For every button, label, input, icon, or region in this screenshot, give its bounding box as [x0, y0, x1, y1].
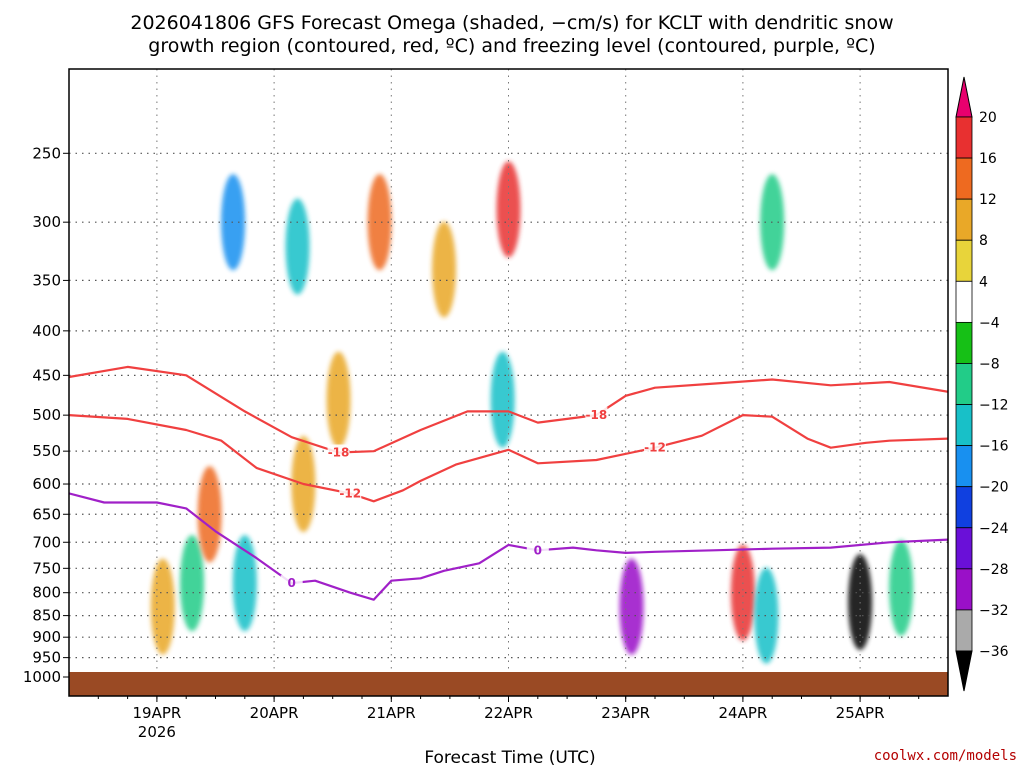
contour-label-bg-2-0 — [280, 575, 303, 590]
colorbar-swatch-11 — [955, 568, 973, 611]
credit-text: coolwx.com/models — [874, 748, 1017, 764]
contour-layer: -18 -18 -12 -12 0 0 — [69, 365, 948, 601]
colorbar-label-6: −8 — [979, 356, 1000, 372]
contour-label-bg-0-0 — [327, 444, 350, 459]
colorbar-swatch-3 — [955, 239, 973, 282]
x-tick-label-0: 19APR — [132, 704, 181, 722]
omega-cell-14 — [754, 567, 779, 664]
x-tick-label-1: 20APR — [250, 704, 299, 722]
y-tick-label-600: 600 — [32, 475, 61, 493]
x-tick-label-2: 21APR — [367, 704, 416, 722]
y-tick-label-800: 800 — [32, 584, 61, 602]
y-tick-label-850: 850 — [32, 607, 61, 625]
contour-line-2 — [69, 492, 948, 601]
y-tick-label-950: 950 — [32, 649, 61, 667]
colorbar-swatch-0 — [955, 116, 973, 159]
x-tick-label-3: 22APR — [484, 704, 533, 722]
y-tick-label-400: 400 — [32, 322, 61, 340]
chart-title-line-2: growth region (contoured, red, ºC) and f… — [148, 35, 875, 57]
colorbar-label-1: 16 — [979, 151, 997, 167]
colorbar-label-12: −32 — [979, 603, 1009, 619]
omega-cell-16 — [889, 539, 914, 636]
omega-cell-1 — [180, 535, 205, 632]
contour-label-bg-1-0 — [339, 485, 362, 500]
contour-label-1-1: -12 — [644, 441, 666, 455]
terrain-below-ground — [69, 672, 948, 696]
y-tick-label-350: 350 — [32, 271, 61, 289]
omega-cell-0 — [150, 558, 175, 655]
omega-cell-7 — [326, 351, 351, 448]
colorbar-swatch-1 — [955, 157, 973, 200]
omega-shading-layer — [150, 161, 914, 664]
colorbar-swatch-12 — [955, 609, 973, 652]
colorbar-label-11: −28 — [979, 562, 1009, 578]
omega-cell-11 — [490, 351, 515, 448]
colorbar-top-arrow — [955, 76, 973, 118]
colorbar-swatch-8 — [955, 445, 973, 488]
colorbar-label-0: 20 — [979, 110, 997, 126]
y-tick-label-650: 650 — [32, 505, 61, 523]
x-tick-label-5: 24APR — [718, 704, 767, 722]
y-tick-label-250: 250 — [32, 144, 61, 162]
contour-line-0 — [69, 365, 948, 454]
omega-cell-12 — [619, 558, 644, 655]
x-tick-label-4: 23APR — [601, 704, 650, 722]
contour-label-bg-0-1 — [585, 407, 608, 422]
contour-label-0-1: -18 — [586, 408, 608, 422]
omega-cell-9 — [432, 221, 457, 318]
y-tick-label-900: 900 — [32, 628, 61, 646]
colorbar-swatch-6 — [955, 363, 973, 405]
y-tick-label-1000: 1000 — [23, 668, 61, 686]
omega-cell-4 — [232, 535, 257, 632]
chart-title-line-1: 2026041806 GFS Forecast Omega (shaded, −… — [130, 12, 893, 34]
x-tick-sublabel-0: 2026 — [138, 723, 176, 741]
colorbar-label-9: −20 — [979, 480, 1009, 496]
contour-line-1 — [69, 414, 948, 503]
colorbar: 20 16 12 8 4 −4 −8 −12 −16 −20 −24 −28 −32 −36 — [955, 76, 1009, 692]
colorbar-swatch-10 — [955, 527, 973, 570]
colorbar-label-4: 4 — [979, 274, 988, 290]
omega-cell-8 — [367, 174, 392, 271]
y-tick-label-300: 300 — [32, 213, 61, 231]
omega-cell-10 — [496, 161, 521, 258]
y-tick-label-750: 750 — [32, 559, 61, 577]
contour-label-bg-1-1 — [644, 439, 666, 454]
colorbar-label-3: 8 — [979, 233, 988, 249]
contour-label-1-0: -12 — [339, 486, 361, 500]
colorbar-label-5: −4 — [979, 315, 1000, 331]
colorbar-swatch-4 — [955, 280, 973, 323]
colorbar-label-13: −36 — [979, 644, 1009, 660]
contour-label-0-0: -18 — [328, 446, 350, 460]
contour-label-bg-2-1 — [526, 542, 549, 557]
colorbar-label-7: −12 — [979, 398, 1009, 414]
x-tick-label-6: 25APR — [836, 704, 885, 722]
y-tick-label-550: 550 — [32, 442, 61, 460]
y-tick-label-450: 450 — [32, 366, 61, 384]
omega-cell-13 — [730, 544, 755, 641]
colorbar-label-8: −16 — [979, 439, 1009, 455]
y-tick-label-700: 700 — [32, 533, 61, 551]
omega-cell-3 — [221, 174, 246, 271]
colorbar-bottom-arrow — [955, 650, 973, 692]
colorbar-swatch-9 — [955, 486, 973, 529]
colorbar-swatch-2 — [955, 198, 973, 241]
colorbar-swatch-7 — [955, 404, 973, 447]
y-axis: 250 300 350 400 450 500 550 600 650 700 750 800 850 9… — [23, 144, 69, 686]
colorbar-swatch-5 — [955, 321, 973, 364]
contour-label-2-0: 0 — [288, 576, 296, 590]
colorbar-label-10: −24 — [979, 521, 1009, 537]
omega-cell-2 — [197, 466, 222, 563]
colorbar-label-2: 12 — [979, 192, 997, 208]
x-axis-label: Forecast Time (UTC) — [424, 748, 595, 768]
contour-label-2-1: 0 — [534, 543, 542, 557]
y-tick-label-500: 500 — [32, 406, 61, 424]
